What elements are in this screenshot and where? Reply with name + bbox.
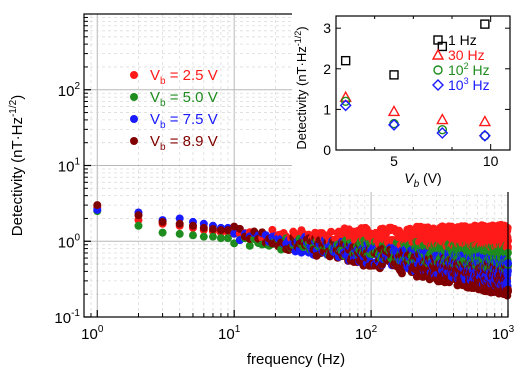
inset-x-label-base: V — [404, 170, 415, 186]
data-point — [93, 201, 102, 210]
data-point — [188, 231, 197, 240]
legend-label: Vb = 5.0 V — [150, 89, 218, 109]
inset-marker-diamond — [478, 129, 491, 142]
data-point — [327, 227, 336, 236]
inset-marker-triangle — [431, 48, 445, 60]
y-tick-label: 102 — [58, 81, 81, 100]
legend-label: Vb = 7.5 V — [150, 111, 218, 131]
inset-marker-circle — [480, 131, 490, 141]
x-tick-label: 101 — [218, 324, 241, 343]
inset-marker-diamond — [388, 118, 400, 131]
y-axis-label-exponent: -1/2 — [8, 99, 19, 117]
data-point — [268, 225, 277, 234]
inset-marker-triangle — [478, 115, 492, 127]
inset-y-label-close: ) — [294, 26, 309, 30]
inset-marker-circle — [433, 65, 443, 75]
inset-data-points — [339, 19, 492, 142]
y-axis-label-text: Detectivity (nT·Hz — [9, 117, 26, 236]
inset-x-tick-label: 5 — [390, 153, 398, 169]
x-axis-label: frequency (Hz) — [247, 351, 345, 368]
y-axis-label-close: ) — [9, 95, 26, 100]
inset-legend-label: 1 Hz — [448, 32, 477, 48]
data-point — [397, 269, 406, 278]
inset-marker-diamond — [339, 99, 352, 112]
legend-marker — [130, 115, 138, 123]
x-tick-label: 103 — [492, 324, 515, 343]
inset-marker-triangle — [436, 113, 449, 125]
inset-marker-diamond — [432, 79, 444, 91]
inset-x-label-rest: (V) — [419, 170, 442, 186]
x-tick-label: 100 — [81, 324, 104, 343]
data-point — [230, 229, 239, 238]
inset-marker-square — [433, 35, 443, 45]
legend-marker — [130, 71, 138, 79]
legend-marker — [130, 137, 138, 145]
inset-marker-square — [340, 55, 351, 66]
main-legend: Vb = 2.5 VVb = 5.0 VVb = 7.5 VVb = 8.9 V — [130, 67, 218, 153]
data-point — [134, 211, 143, 220]
data-point — [175, 219, 184, 228]
data-point — [134, 221, 143, 230]
y-tick-label: 101 — [58, 157, 81, 176]
inset-y-tick-label: 1 — [323, 101, 331, 117]
inset-x-tick-label: 10 — [483, 153, 499, 169]
data-point — [216, 226, 225, 235]
inset-y-tick-label: 3 — [323, 20, 331, 36]
y-tick-label: 10-1 — [54, 308, 80, 327]
y-axis-label: Detectivity (nT·Hz-1/2) — [8, 95, 26, 236]
inset-legend-label: 30 Hz — [448, 47, 485, 63]
legend-label: Vb = 2.5 V — [150, 67, 218, 87]
inset-y-tick-label: 0 — [323, 142, 331, 158]
inset-marker-square — [480, 19, 490, 29]
data-point — [208, 232, 217, 241]
data-point — [245, 241, 254, 250]
legend-marker — [130, 93, 138, 101]
data-point — [223, 234, 232, 243]
inset-plot-frame — [335, 15, 511, 151]
inset-marker-diamond — [436, 126, 449, 139]
inset-y-tick-label: 2 — [323, 61, 331, 77]
data-point — [223, 226, 232, 235]
inset-legend-label: 102 Hz — [448, 61, 490, 78]
inset-marker-triangle — [387, 104, 401, 117]
inset-marker-square — [389, 70, 399, 80]
inset-y-label-text: Detectivity (nT·Hz — [294, 46, 309, 149]
inset-background — [292, 4, 518, 192]
data-point — [199, 232, 208, 241]
main-data-points — [93, 201, 512, 300]
data-point — [158, 217, 167, 226]
inset-y-axis-label: Detectivity (nT·Hz-1/2) — [293, 26, 309, 149]
inset-axis-ticks: 0 1 2 3 5 10 — [323, 16, 510, 169]
legend-label: Vb = 8.9 V — [150, 133, 218, 153]
inset-legend-label: 103 Hz — [448, 76, 490, 93]
inset-y-label-exponent: -1/2 — [293, 31, 303, 47]
inset-x-label-sub: b — [414, 179, 420, 190]
data-point — [208, 225, 217, 234]
x-tick-label: 102 — [355, 324, 378, 343]
y-tick-label: 100 — [58, 232, 81, 251]
inset-marker-circle — [437, 124, 448, 135]
data-point — [188, 221, 197, 230]
inset-marker-circle — [340, 96, 351, 106]
data-point — [199, 223, 208, 232]
data-point — [216, 234, 225, 243]
inset-x-axis-label: Vb (V) — [404, 170, 441, 190]
data-point — [158, 228, 167, 237]
data-point — [175, 229, 184, 238]
